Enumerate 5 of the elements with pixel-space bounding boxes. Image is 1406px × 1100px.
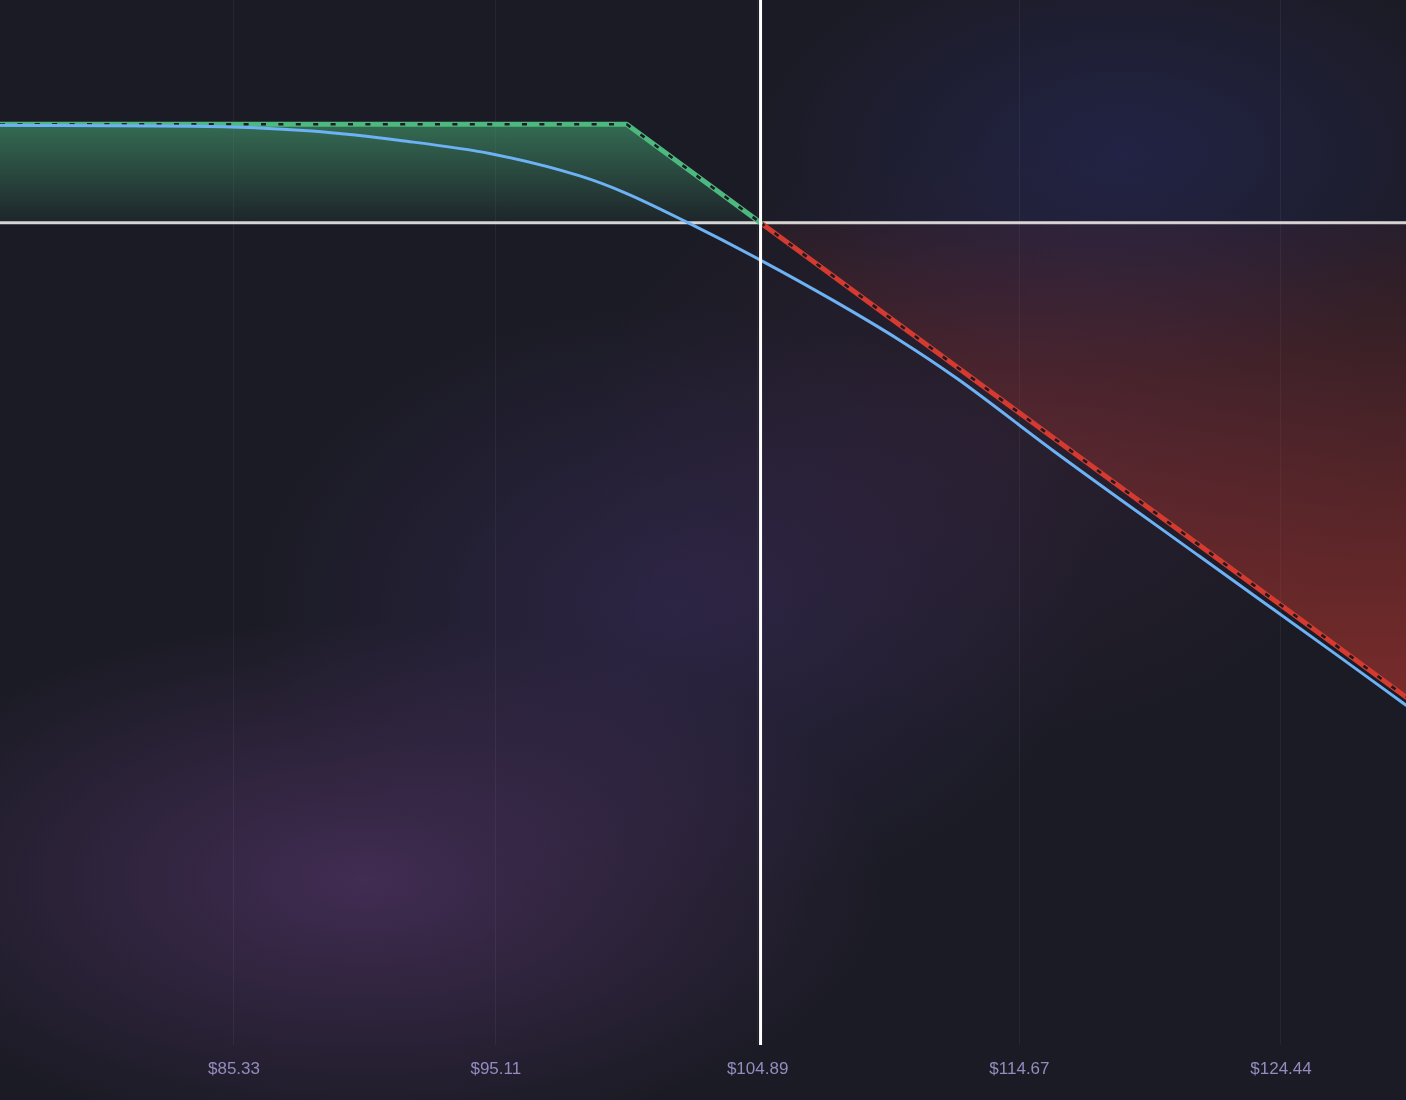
- x-tick-label: $114.67: [989, 1058, 1050, 1078]
- x-tick-label: $104.89: [726, 1058, 789, 1078]
- x-tick-label: $85.33: [207, 1058, 260, 1078]
- x-tick-label: $95.11: [470, 1058, 522, 1078]
- x-tick-label: $124.44: [1250, 1058, 1312, 1078]
